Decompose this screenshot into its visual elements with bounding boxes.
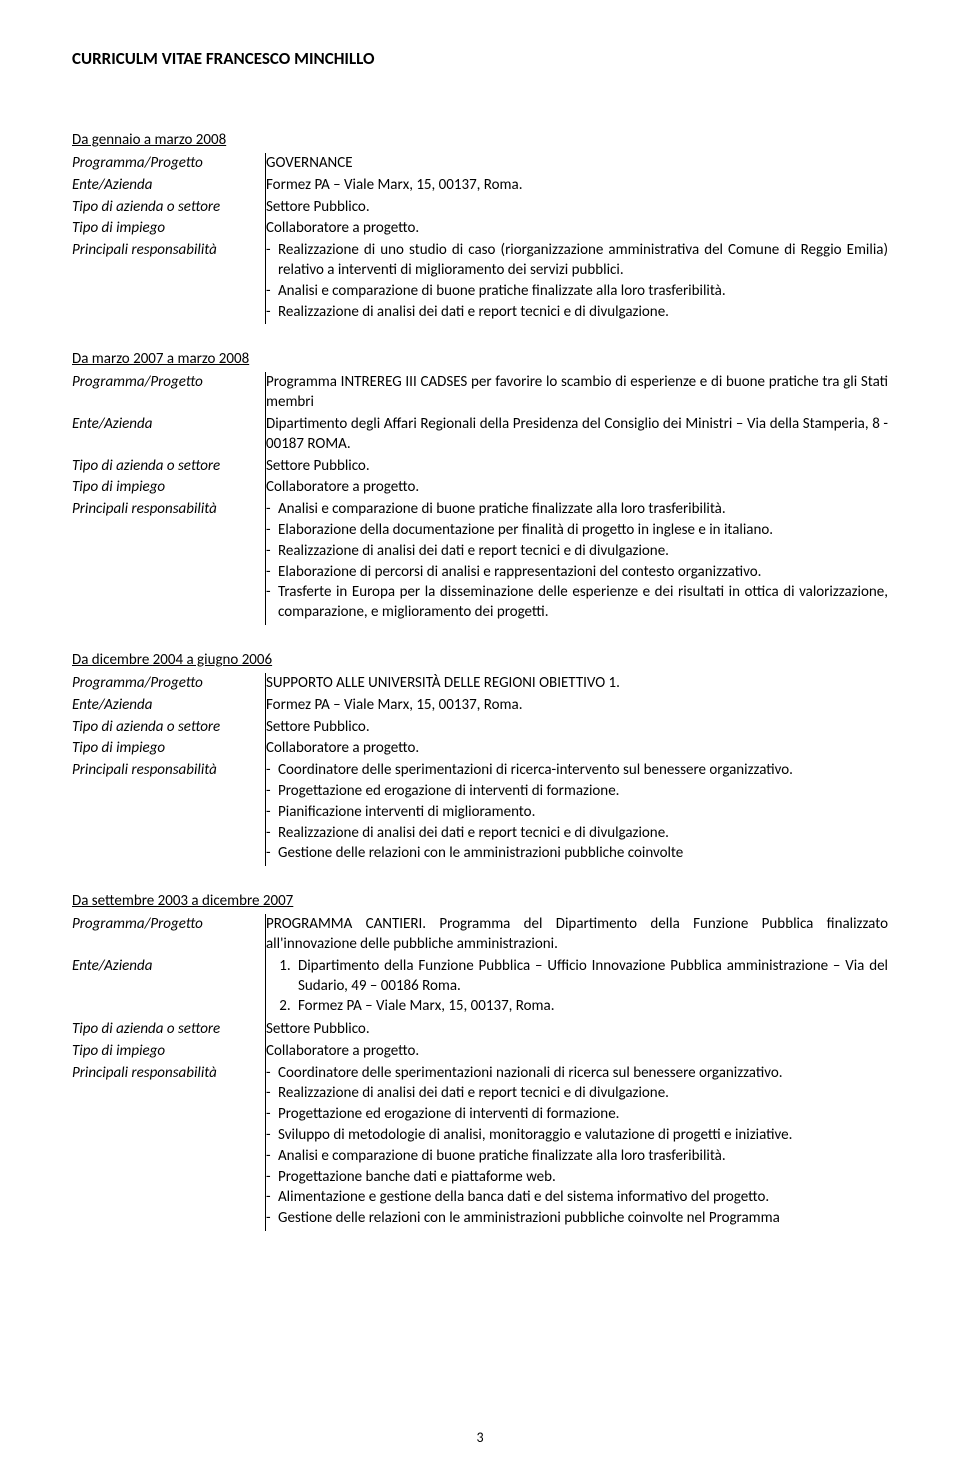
value-programma: Programma INTREREG III CADSES per favori… xyxy=(266,372,889,414)
resp-item: Analisi e comparazione di buone pratiche… xyxy=(266,500,888,520)
label-impiego: Tipo di impiego xyxy=(72,477,266,499)
label-impiego: Tipo di impiego xyxy=(72,1041,266,1063)
value-programma: GOVERNANCE xyxy=(266,153,889,175)
value-impiego: Collaboratore a progetto. xyxy=(266,477,889,499)
label-ente: Ente/Azienda xyxy=(72,956,266,1019)
label-settore: Tipo di azienda o settore xyxy=(72,197,266,219)
resp-item: Progettazione banche dati e piattaforme … xyxy=(266,1168,888,1188)
value-impiego: Collaboratore a progetto. xyxy=(266,1041,889,1063)
cv-section: Programma/Progetto Programma INTREREG II… xyxy=(72,372,888,625)
value-settore: Settore Pubblico. xyxy=(266,1019,889,1041)
resp-item: Trasferte in Europa per la disseminazion… xyxy=(266,583,888,623)
resp-item: Elaborazione di percorsi di analisi e ra… xyxy=(266,563,888,583)
value-ente: Formez PA – Viale Marx, 15, 00137, Roma. xyxy=(266,175,889,197)
resp-item: Alimentazione e gestione della banca dat… xyxy=(266,1188,888,1208)
label-ente: Ente/Azienda xyxy=(72,414,266,456)
value-responsabilita: Coordinatore delle sperimentazioni di ri… xyxy=(266,760,889,866)
resp-item: Realizzazione di analisi dei dati e repo… xyxy=(266,542,888,562)
label-programma: Programma/Progetto xyxy=(72,914,266,956)
resp-item: Analisi e comparazione di buone pratiche… xyxy=(266,1147,888,1167)
label-responsabilita: Principali responsabilità xyxy=(72,240,266,324)
resp-item: Realizzazione di analisi dei dati e repo… xyxy=(266,1084,888,1104)
resp-item: Coordinatore delle sperimentazioni nazio… xyxy=(266,1064,888,1084)
label-impiego: Tipo di impiego xyxy=(72,218,266,240)
label-impiego: Tipo di impiego xyxy=(72,738,266,760)
value-programma: PROGRAMMA CANTIERI. Programma del Dipart… xyxy=(266,914,889,956)
label-programma: Programma/Progetto xyxy=(72,153,266,175)
cv-section: Programma/Progetto GOVERNANCE Ente/Azien… xyxy=(72,153,888,324)
label-settore: Tipo di azienda o settore xyxy=(72,456,266,478)
resp-item: Analisi e comparazione di buone pratiche… xyxy=(266,282,888,302)
value-settore: Settore Pubblico. xyxy=(266,717,889,739)
resp-item: Realizzazione di analisi dei dati e repo… xyxy=(266,824,888,844)
value-responsabilita: Realizzazione di uno studio di caso (rio… xyxy=(266,240,889,324)
page-number: 3 xyxy=(0,1429,960,1446)
label-responsabilita: Principali responsabilità xyxy=(72,1063,266,1231)
cv-section: Programma/Progetto SUPPORTO ALLE UNIVERS… xyxy=(72,673,888,866)
date-range: Da marzo 2007 a marzo 2008 xyxy=(72,350,888,368)
date-range: Da dicembre 2004 a giugno 2006 xyxy=(72,651,888,669)
label-settore: Tipo di azienda o settore xyxy=(72,1019,266,1041)
label-programma: Programma/Progetto xyxy=(72,372,266,414)
value-settore: Settore Pubblico. xyxy=(266,197,889,219)
resp-item: Gestione delle relazioni con le amminist… xyxy=(266,844,888,864)
value-settore: Settore Pubblico. xyxy=(266,456,889,478)
resp-item: Realizzazione di uno studio di caso (rio… xyxy=(266,241,888,281)
date-range: Da settembre 2003 a dicembre 2007 xyxy=(72,892,888,910)
ente-list-item: Dipartimento della Funzione Pubblica – U… xyxy=(294,957,888,997)
label-ente: Ente/Azienda xyxy=(72,695,266,717)
cv-section: Programma/Progetto PROGRAMMA CANTIERI. P… xyxy=(72,914,888,1231)
document-page: CURRICULM VITAE FRANCESCO MINCHILLO Da g… xyxy=(0,0,960,1470)
label-responsabilita: Principali responsabilità xyxy=(72,760,266,866)
ente-list-item: Formez PA – Viale Marx, 15, 00137, Roma. xyxy=(294,997,888,1017)
page-title: CURRICULM VITAE FRANCESCO MINCHILLO xyxy=(72,48,888,69)
date-range: Da gennaio a marzo 2008 xyxy=(72,131,888,149)
label-settore: Tipo di azienda o settore xyxy=(72,717,266,739)
label-responsabilita: Principali responsabilità xyxy=(72,499,266,625)
label-programma: Programma/Progetto xyxy=(72,673,266,695)
value-responsabilita: Coordinatore delle sperimentazioni nazio… xyxy=(266,1063,889,1231)
value-ente: Formez PA – Viale Marx, 15, 00137, Roma. xyxy=(266,695,889,717)
resp-item: Sviluppo di metodologie di analisi, moni… xyxy=(266,1126,888,1146)
resp-item: Realizzazione di analisi dei dati e repo… xyxy=(266,303,888,323)
value-impiego: Collaboratore a progetto. xyxy=(266,738,889,760)
resp-item: Progettazione ed erogazione di intervent… xyxy=(266,782,888,802)
value-ente: Dipartimento degli Affari Regionali dell… xyxy=(266,414,889,456)
resp-item: Elaborazione della documentazione per fi… xyxy=(266,521,888,541)
value-responsabilita: Analisi e comparazione di buone pratiche… xyxy=(266,499,889,625)
label-ente: Ente/Azienda xyxy=(72,175,266,197)
value-impiego: Collaboratore a progetto. xyxy=(266,218,889,240)
value-programma: SUPPORTO ALLE UNIVERSITÀ DELLE REGIONI O… xyxy=(266,673,889,695)
value-ente: Dipartimento della Funzione Pubblica – U… xyxy=(266,956,889,1019)
resp-item: Pianificazione interventi di miglioramen… xyxy=(266,803,888,823)
resp-item: Coordinatore delle sperimentazioni di ri… xyxy=(266,761,888,781)
resp-item: Gestione delle relazioni con le amminist… xyxy=(266,1209,888,1229)
resp-item: Progettazione ed erogazione di intervent… xyxy=(266,1105,888,1125)
